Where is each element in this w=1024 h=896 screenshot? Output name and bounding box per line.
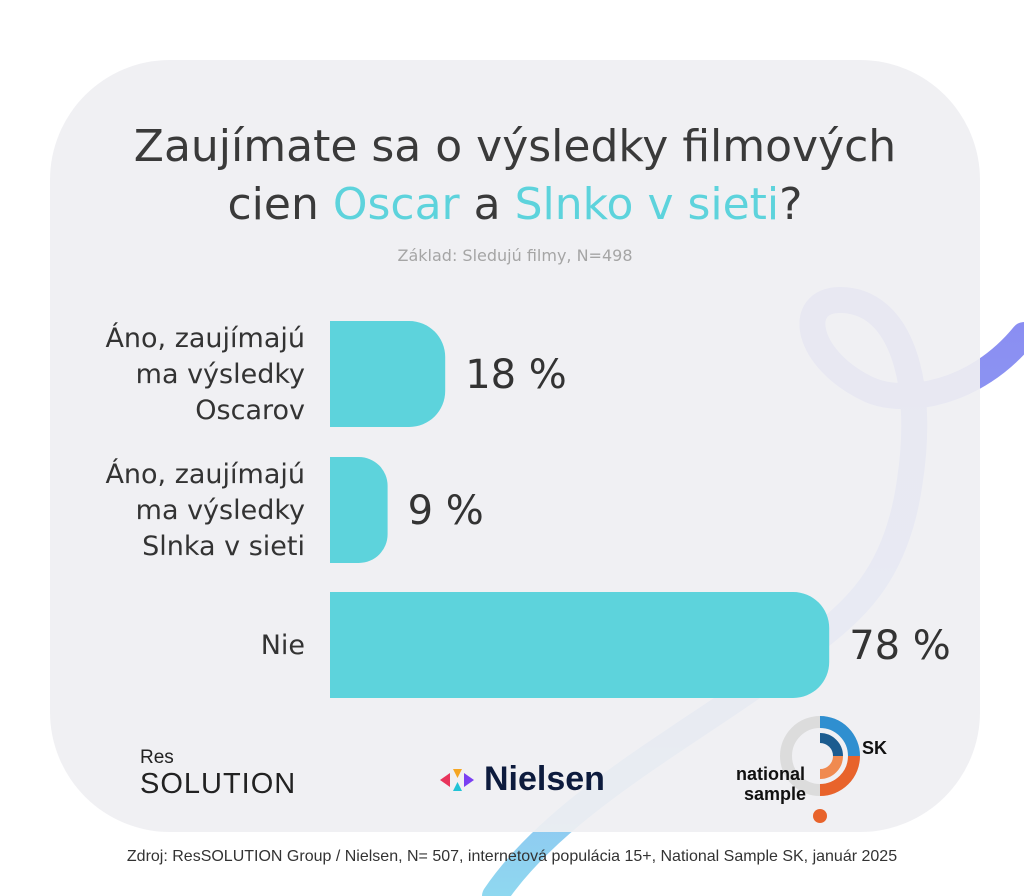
nielsen-logo-icon: [440, 768, 474, 791]
national-sample-logo-mark: [780, 716, 860, 823]
chart-subtitle: Základ: Sledujú filmy, N=498: [397, 246, 633, 265]
bar-1: [330, 456, 388, 563]
ressolution-logo-res: Res: [140, 747, 174, 768]
category-label-1-line-1: ma výsledky: [136, 495, 305, 526]
national-sample-sk: SK: [862, 738, 888, 758]
national-sample-word-sample: sample: [744, 784, 807, 804]
category-label-1-line-0: Áno, zaujímajú: [105, 458, 305, 490]
title-conjunction: a: [459, 179, 515, 230]
title-highlight-oscar: Oscar: [332, 179, 460, 230]
title-question-mark: ?: [779, 179, 803, 230]
source-note: Zdroj: ResSOLUTION Group / Nielsen, N= 5…: [126, 848, 898, 865]
category-label-0-line-1: ma výsledky: [136, 359, 305, 390]
nielsen-logo: Nielsen: [438, 760, 605, 799]
nielsen-logo-text: Nielsen: [484, 760, 605, 798]
national-sample-word-national: national: [736, 764, 806, 784]
ressolution-logo-solution: SOLUTION: [140, 768, 297, 800]
value-label-0: 18 %: [465, 352, 567, 398]
ressolution-logo: Res SOLUTION: [140, 747, 297, 801]
chart-title: Zaujímate sa o výsledky filmových cien O…: [50, 118, 980, 234]
title-line-2-start: cien: [227, 179, 333, 230]
category-label-0-line-2: Oscarov: [195, 395, 305, 426]
value-label-2: 78 %: [849, 623, 951, 669]
value-label-1: 9 %: [408, 488, 484, 534]
bar-0: [330, 321, 446, 427]
bar-2: [330, 592, 830, 698]
card-background: [50, 60, 980, 832]
category-label-1-line-2: Slnka v sieti: [142, 531, 305, 562]
national-sample-logo: SK national sample: [730, 712, 910, 824]
category-label-0-line-0: Áno, zaujímajú: [105, 322, 305, 354]
category-label-2-line-0: Nie: [261, 630, 305, 661]
title-highlight-slnko: Slnko v sieti: [514, 179, 780, 230]
title-line-1: Zaujímate sa o výsledky filmových: [133, 121, 897, 172]
